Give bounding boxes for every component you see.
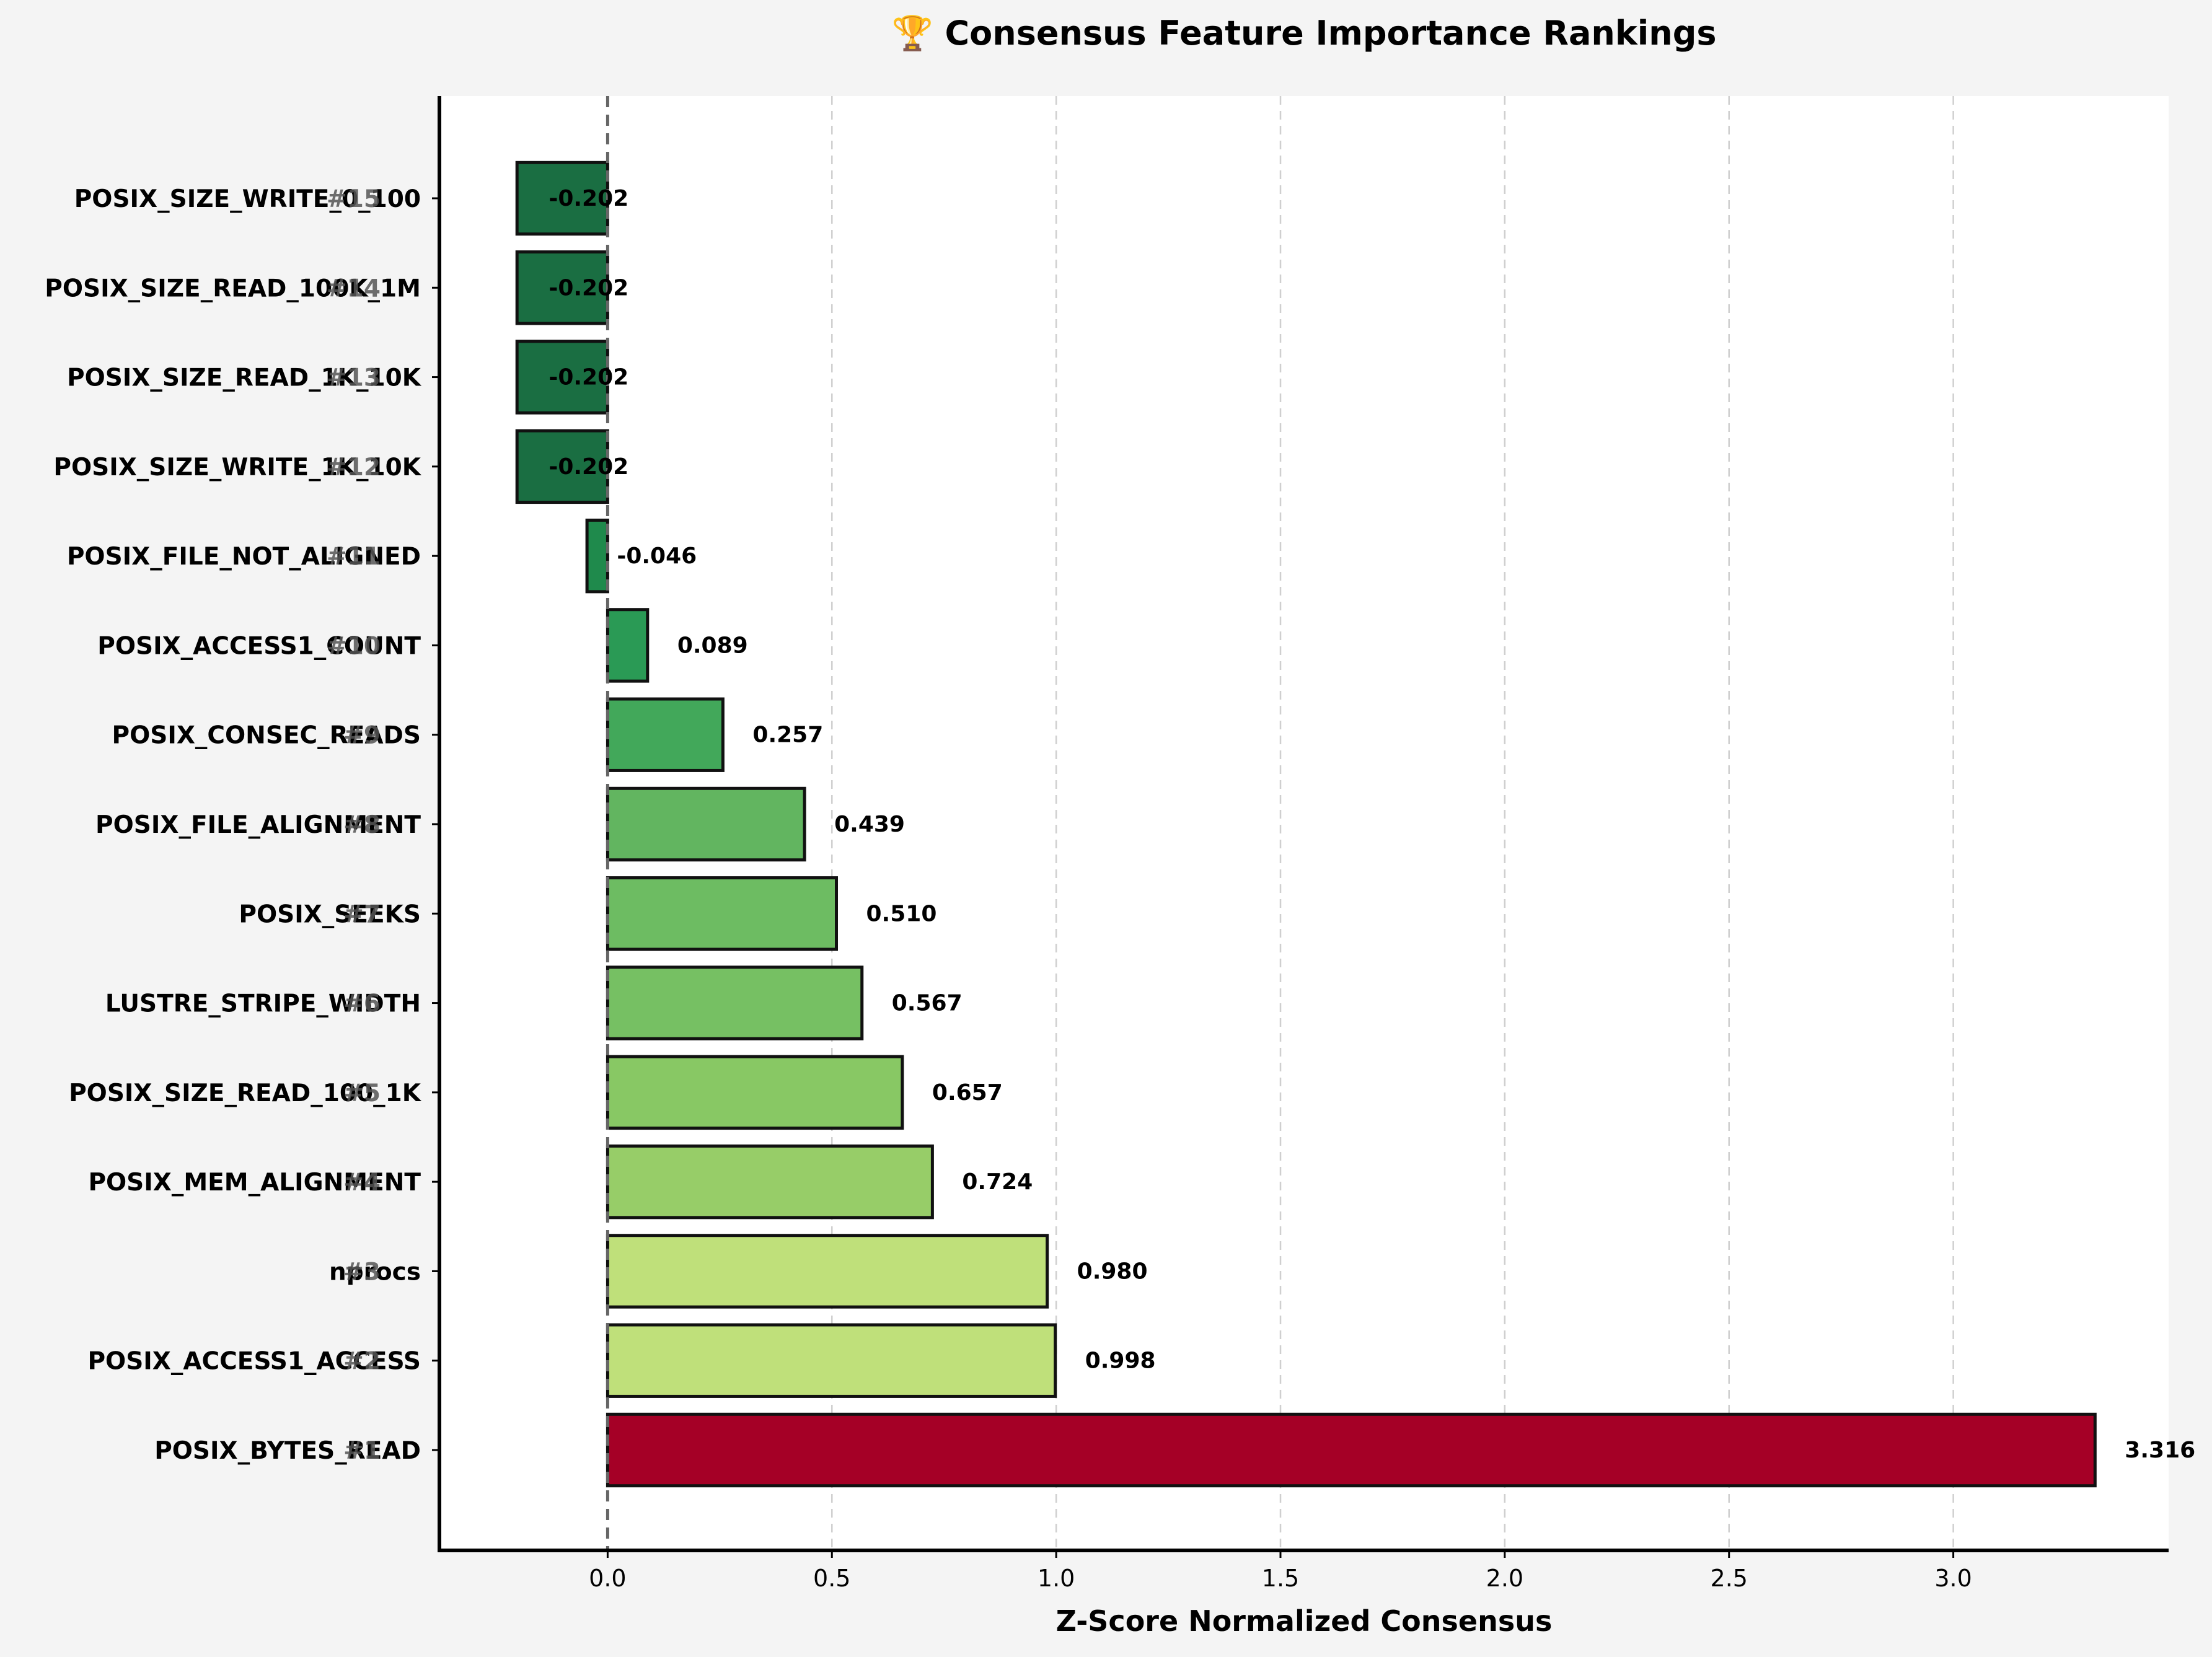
bar — [606, 1055, 904, 1130]
grid-lines — [606, 96, 1955, 1558]
bar — [606, 876, 839, 951]
bar — [606, 1234, 1049, 1309]
value-label: -0.202 — [549, 275, 628, 301]
rank-label: #14 — [327, 275, 381, 302]
rank-label: #7 — [343, 900, 381, 928]
category-label: nprocs — [329, 1258, 421, 1286]
x-tick-label: 2.0 — [1486, 1565, 1523, 1592]
x-tick-label: 0.5 — [813, 1565, 850, 1592]
bars — [515, 96, 2097, 1550]
rank-label: #6 — [343, 990, 381, 1018]
value-label: 0.257 — [752, 723, 823, 748]
bar — [515, 429, 609, 504]
x-tick-label: 1.5 — [1262, 1565, 1299, 1592]
rank-label: #1 — [343, 1437, 381, 1465]
bar — [606, 1323, 1057, 1398]
x-axis-label: Z-Score Normalized Consensus — [1056, 1604, 1553, 1638]
bar — [606, 1144, 934, 1220]
bar — [515, 160, 609, 236]
category-label: POSIX_ACCESS1_COUNT — [97, 632, 421, 660]
category-label: POSIX_SIZE_READ_100_1K — [69, 1079, 422, 1107]
bar — [585, 518, 609, 594]
rank-label: #11 — [327, 543, 381, 571]
category-label: POSIX_ACCESS1_ACCESS — [87, 1348, 421, 1376]
value-label: 3.316 — [2125, 1438, 2195, 1463]
value-label: 0.510 — [866, 901, 937, 926]
category-label: POSIX_FILE_ALIGNMENT — [95, 811, 421, 839]
value-label: 0.089 — [677, 633, 748, 658]
category-label: POSIX_SIZE_READ_1K_10K — [67, 364, 422, 392]
bar — [606, 786, 806, 862]
value-label: 0.980 — [1077, 1259, 1148, 1284]
chart-title: 🏆 Consensus Feature Importance Rankings — [891, 14, 1716, 53]
value-label: 0.724 — [962, 1169, 1033, 1195]
bar — [606, 1412, 2097, 1488]
value-label: -0.202 — [549, 365, 628, 390]
category-label: LUSTRE_STRIPE_WIDTH — [105, 990, 421, 1018]
bar — [606, 608, 650, 683]
rank-label: #12 — [327, 454, 381, 481]
bar — [606, 697, 725, 772]
x-tick-label: 2.5 — [1711, 1565, 1748, 1592]
rank-label: #13 — [327, 364, 381, 392]
rank-label: #8 — [343, 811, 381, 839]
x-tick-label: 0.0 — [589, 1565, 626, 1592]
rank-label: #3 — [343, 1258, 381, 1286]
category-label: POSIX_SIZE_WRITE_1K_10K — [53, 454, 421, 481]
rank-label: #15 — [327, 185, 381, 213]
rank-label: #4 — [343, 1169, 381, 1197]
value-label: -0.202 — [549, 186, 628, 211]
rank-label: #2 — [343, 1348, 381, 1376]
value-label: 0.567 — [892, 991, 963, 1016]
category-label: POSIX_BYTES_READ — [154, 1437, 421, 1465]
category-label: POSIX_CONSEC_READS — [112, 722, 421, 750]
value-label: 0.439 — [834, 812, 905, 837]
value-label: -0.046 — [617, 543, 697, 569]
x-tick-label: 1.0 — [1038, 1565, 1075, 1592]
value-label: 0.998 — [1085, 1348, 1156, 1374]
category-label: POSIX_SEEKS — [239, 900, 421, 928]
x-tick-label: 3.0 — [1934, 1565, 1972, 1592]
category-label: POSIX_SIZE_WRITE_0_100 — [74, 185, 421, 213]
value-label: 0.657 — [932, 1080, 1003, 1105]
category-label: POSIX_FILE_NOT_ALIGNED — [67, 543, 421, 571]
bar — [606, 965, 864, 1040]
rank-label: #9 — [343, 722, 381, 750]
rank-label: #5 — [343, 1079, 381, 1107]
rank-label: #10 — [327, 632, 381, 660]
category-label: POSIX_SIZE_READ_100K_1M — [45, 275, 421, 302]
value-label: -0.202 — [549, 454, 628, 480]
category-label: POSIX_MEM_ALIGNMENT — [88, 1169, 421, 1197]
